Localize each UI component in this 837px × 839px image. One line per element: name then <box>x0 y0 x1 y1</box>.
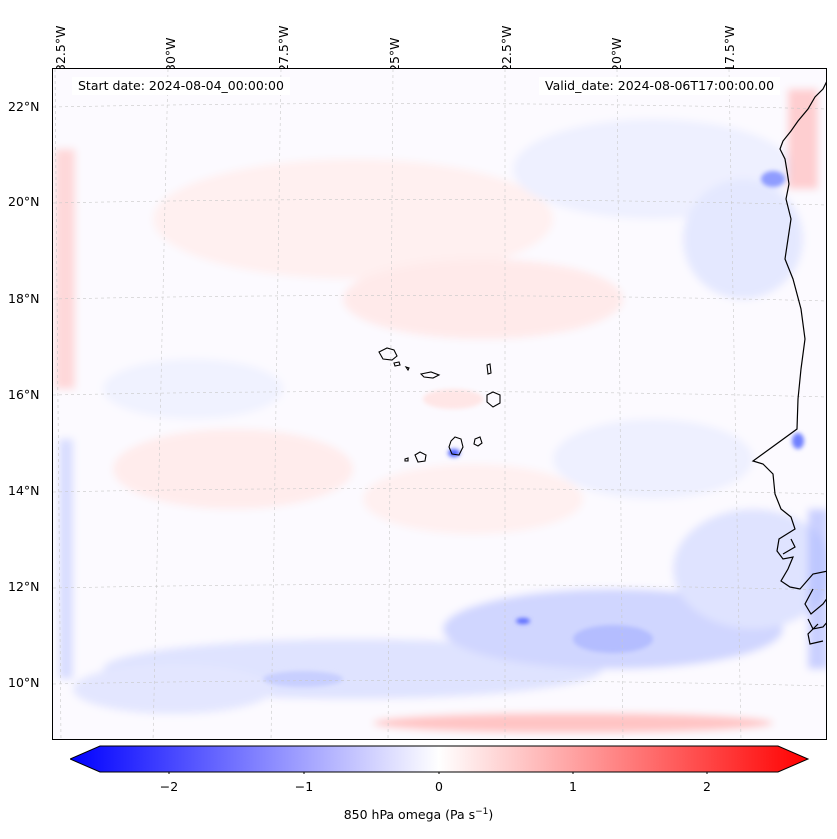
colorbar-label: 850 hPa omega (Pa s−1) <box>343 807 494 823</box>
lat-label-20n: 20°N <box>8 194 40 209</box>
start-date-label: Start date: 2024-08-04_00:00:00 <box>72 77 290 95</box>
lat-label-22n: 22°N <box>8 99 40 114</box>
lat-label-10n: 10°N <box>8 675 40 690</box>
colorbar-tick-0: 0 <box>435 779 443 794</box>
coastline <box>751 81 826 645</box>
lon-label-20w: 20°W <box>609 37 624 72</box>
lon-label-22-5w: 22.5°W <box>499 25 514 72</box>
colorbar-tick-1: 1 <box>569 779 577 794</box>
omega-detail <box>263 171 804 687</box>
lon-label-25w: 25°W <box>387 37 402 72</box>
colorbar-body <box>68 745 810 773</box>
lat-label-14n: 14°N <box>8 483 40 498</box>
graticule <box>53 69 826 739</box>
colorbar-tick-neg2: −2 <box>159 779 179 794</box>
valid-date-label: Valid_date: 2024-08-06T17:00:00.00 <box>539 77 781 95</box>
lat-label-12n: 12°N <box>8 579 40 594</box>
lon-label-27-5w: 27.5°W <box>276 25 291 72</box>
lon-label-30w: 30°W <box>163 37 178 72</box>
colorbar <box>68 744 810 776</box>
colorbar-tick-neg1: −1 <box>294 779 314 794</box>
omega-field-map <box>53 69 826 739</box>
map-panel <box>52 68 827 740</box>
lon-label-32-5w: 32.5°W <box>53 25 68 72</box>
cape-verde-islands <box>378 347 501 463</box>
colorbar-tick-2: 2 <box>703 779 711 794</box>
lon-label-17-5w: 17.5°W <box>722 25 737 72</box>
lat-label-16n: 16°N <box>8 387 40 402</box>
omega-shading <box>53 69 826 739</box>
lat-label-18n: 18°N <box>8 291 40 306</box>
